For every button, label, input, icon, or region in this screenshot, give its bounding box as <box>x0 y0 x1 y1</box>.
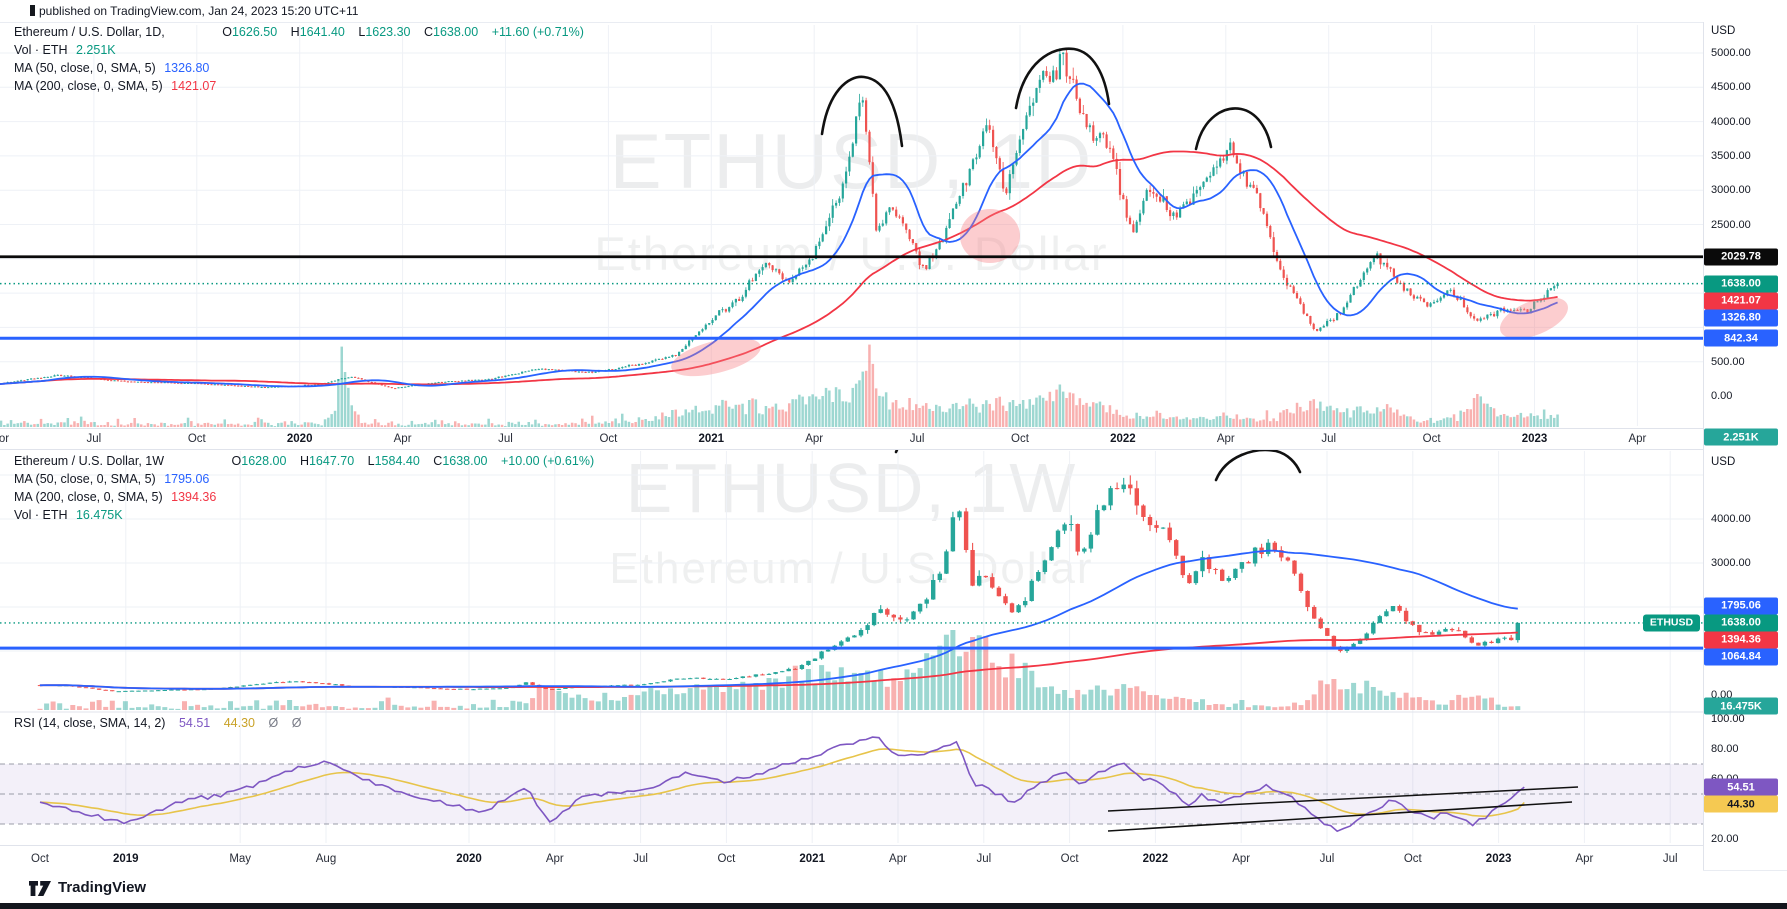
arc-annotations-weekly[interactable] <box>894 448 1302 482</box>
x-axis-label: Oct <box>1422 433 1441 445</box>
x-axis-label: 2020 <box>456 852 482 865</box>
published-bar: published on TradingView.com, Jan 24, 20… <box>0 0 1787 23</box>
ma200-line-weekly <box>39 631 1518 690</box>
weekly-chart-canvas[interactable] <box>0 448 1703 845</box>
daily-ma200-row[interactable]: MA (200, close, 0, SMA, 5) 1421.07 <box>14 79 217 93</box>
x-axis-label: Apr <box>805 433 824 445</box>
ma50-line-weekly <box>39 549 1518 690</box>
change-value: +11.60 (+0.71%) <box>491 25 584 39</box>
drawn-levels-daily[interactable] <box>0 255 1703 340</box>
x-axis-label: Apr <box>393 433 412 445</box>
rsi-main-value: 54.51 <box>178 716 211 730</box>
drawn-levels-weekly[interactable] <box>0 622 1703 650</box>
x-axis-label: 2020 <box>286 433 313 445</box>
x-axis-label: Apr <box>1216 433 1235 445</box>
x-axis-label: Oct <box>1060 852 1079 865</box>
highlight-ellipses-daily <box>671 209 1568 377</box>
weekly-volume-row[interactable]: Vol · ETH 16.475K <box>14 508 123 522</box>
volume-bars-daily <box>0 344 1559 427</box>
price-scale-column[interactable] <box>1703 22 1787 870</box>
rsi-trend-channel[interactable] <box>1107 786 1579 832</box>
x-axis-label: 2021 <box>698 433 725 445</box>
rsi-empty-1: Ø <box>268 716 279 730</box>
weekly-legend: Ethereum / U.S. Dollar, 1W O1628.00 H164… <box>14 452 594 524</box>
x-axis-label: Jul <box>1319 852 1335 865</box>
time-axis-daily[interactable]: or Jul Oct 2020 Apr Jul Oct 2021 Apr Jul Oct 2022 Ap… <box>0 428 1703 450</box>
x-axis-label: Apr <box>1575 852 1594 865</box>
ohlc-low: 1623.30 <box>365 25 411 39</box>
weekly-ma200-row[interactable]: MA (200, close, 0, SMA, 5) 1394.36 <box>14 490 217 504</box>
x-axis-label: Oct <box>187 433 206 445</box>
daily-legend-title-row[interactable]: Ethereum / U.S. Dollar, 1D, O1626.50 H16… <box>14 25 584 39</box>
x-axis-label: Oct <box>1403 852 1422 865</box>
daily-volume-row[interactable]: Vol · ETH 2.251K <box>14 43 116 57</box>
ohlc-close: 1638.00 <box>433 25 479 39</box>
x-axis-label: 2023 <box>1485 852 1512 865</box>
x-axis-label: 2019 <box>113 852 139 865</box>
window-bottom-edge <box>0 903 1787 909</box>
volume-value-weekly: 16.475K <box>75 508 123 522</box>
footer-bar: TradingView <box>0 870 1787 904</box>
weekly-legend-title-row[interactable]: Ethereum / U.S. Dollar, 1W O1628.00 H164… <box>14 454 595 468</box>
x-axis-label: Jul <box>1321 433 1337 445</box>
weekly-ma50-row[interactable]: MA (50, close, 0, SMA, 5) 1795.06 <box>14 472 210 486</box>
x-axis-label: 2023 <box>1521 433 1548 445</box>
tradingview-brand-link[interactable]: TradingView <box>58 879 147 896</box>
x-axis-label: Oct <box>1011 433 1029 445</box>
time-axis-weekly[interactable]: Oct 2019 May Aug 2020 Apr Jul Oct 2021 Apr Jul Oct 2… <box>0 845 1703 871</box>
ohlc-open: 1626.50 <box>231 25 278 39</box>
x-axis-label: Jul <box>86 433 102 445</box>
volume-value-daily: 2.251K <box>75 43 116 57</box>
change-value-weekly: +10.00 (+0.61%) <box>500 454 595 468</box>
x-axis-label: 2022 <box>1110 433 1136 445</box>
x-axis-label: Apr <box>889 852 907 865</box>
published-caption: published on TradingView.com, Jan 24, 20… <box>39 4 359 18</box>
x-axis-label: Jul <box>909 433 925 445</box>
candles-daily <box>0 48 1559 390</box>
rsi-empty-2: Ø <box>291 716 302 730</box>
x-axis-label: Oct <box>31 852 49 865</box>
x-axis-label: 2022 <box>1142 852 1169 865</box>
ma50-value-weekly: 1795.06 <box>164 472 210 486</box>
ma200-value-daily: 1421.07 <box>171 79 217 93</box>
symbol-title-weekly: Ethereum / U.S. Dollar, 1W <box>14 454 165 468</box>
x-axis-label: Jul <box>976 852 992 865</box>
x-axis-label: Jul <box>633 852 648 865</box>
x-axis-label: Jul <box>498 433 513 445</box>
x-axis-label: or <box>0 433 10 445</box>
ma50-value-daily: 1326.80 <box>164 61 210 75</box>
ma200-line-daily <box>0 150 1558 386</box>
x-axis-label: Apr <box>1628 433 1647 445</box>
window-edge-artifact <box>30 5 35 16</box>
rsi-signal-value: 44.30 <box>223 716 255 730</box>
x-axis-label: 2021 <box>799 852 825 865</box>
ma50-line-daily <box>0 82 1558 388</box>
grid-daily <box>0 25 1703 426</box>
x-axis-label: Aug <box>315 852 337 865</box>
x-axis-label: May <box>229 852 252 865</box>
x-axis-label: Apr <box>1232 852 1251 865</box>
arc-annotations-daily[interactable] <box>820 47 1273 151</box>
x-axis-label: Oct <box>717 852 736 865</box>
daily-legend: Ethereum / U.S. Dollar, 1D, O1626.50 H16… <box>14 23 584 95</box>
rsi-label: RSI (14, close, SMA, 14, 2) <box>14 716 166 730</box>
ma200-value-weekly: 1394.36 <box>171 490 217 504</box>
tradingview-logo-icon[interactable] <box>28 878 52 899</box>
x-axis-label: Oct <box>599 433 618 445</box>
symbol-title-daily: Ethereum / U.S. Dollar, 1D, <box>14 25 165 39</box>
daily-chart-canvas[interactable] <box>0 22 1703 428</box>
volume-bars-weekly <box>37 630 1521 710</box>
rsi-main-line <box>39 736 1525 833</box>
x-axis-label: Apr <box>545 852 564 865</box>
x-axis-label: Jul <box>1662 852 1678 865</box>
daily-ma50-row[interactable]: MA (50, close, 0, SMA, 5) 1326.80 <box>14 61 210 75</box>
ohlc-high: 1641.40 <box>299 25 345 39</box>
rsi-legend[interactable]: RSI (14, close, SMA, 14, 2) 54.51 44.30 … <box>14 714 301 732</box>
candles-weekly <box>37 475 1520 693</box>
